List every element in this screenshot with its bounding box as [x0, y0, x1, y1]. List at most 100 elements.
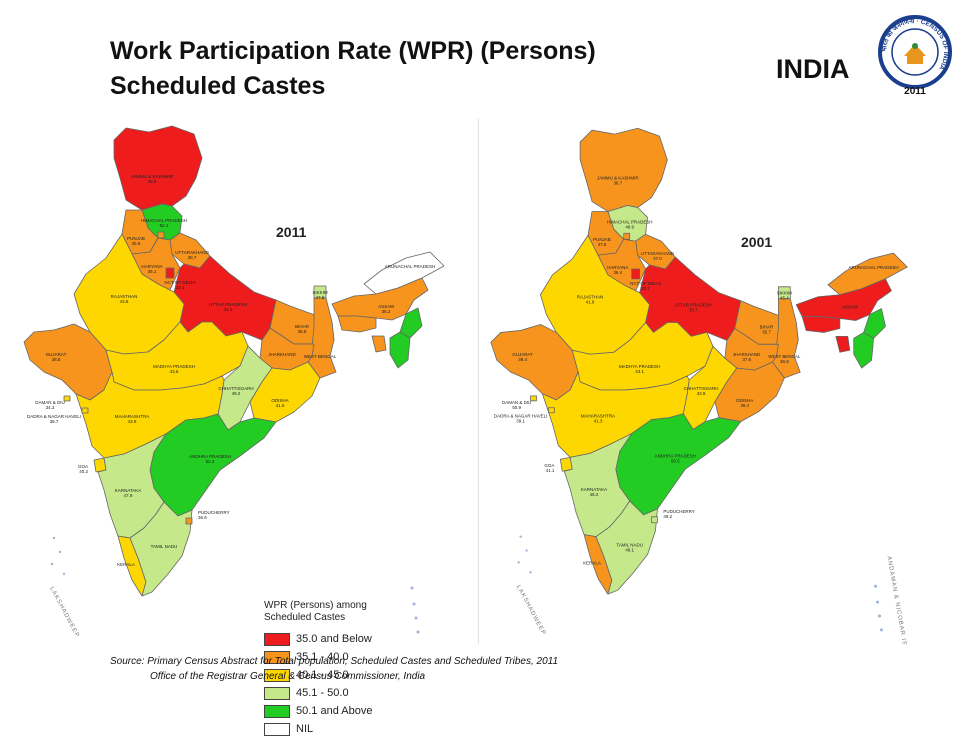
label-ga: GOA 40.2: [78, 464, 89, 474]
state-wb: [307, 297, 337, 379]
label-uk: UTTARAKHAND 37.0: [641, 251, 674, 261]
state-up: [639, 256, 742, 341]
legend-label: 35.1 - 40.0: [296, 651, 349, 663]
state-tr: [835, 335, 851, 353]
sea-label-lakshadweep: LAKSHADWEEP: [48, 586, 80, 639]
state-py: [185, 517, 193, 525]
label-ar: ARUNACHAL PRADESH: [385, 264, 436, 269]
label-ar: ARUNACHAL PRADESH: [849, 265, 899, 270]
state-dd: [63, 395, 71, 402]
state-tr: [371, 335, 387, 353]
legend-label: 40.1 - 45.0: [296, 669, 349, 681]
label-cg: CHHATTISGARH 42.9: [684, 386, 719, 396]
state-mz: [853, 332, 874, 369]
label-up: UTTAR PRADESH 34.4: [209, 302, 247, 312]
census-logo: भारत की जनगणना · CENSUS OF INDIA 2011: [878, 15, 952, 96]
state-labels: JAMMU & KASHMIR 28.6 HIMACHAL PRADESH 52.1…: [27, 174, 435, 567]
state-od: [714, 361, 785, 423]
legend-item: 35.1 - 40.0: [264, 648, 372, 666]
label-gj: GUJARAT 38.8: [46, 352, 67, 362]
label-hr: HARYANA 35.1: [141, 264, 162, 274]
map-2001-svg: JAMMU & KASHMIR 36.7 HIMACHAL PRADESH 48.9…: [490, 127, 912, 644]
state-ml: [337, 315, 377, 333]
legend-swatch: [264, 722, 290, 736]
state-dnh: [81, 407, 89, 414]
label-tn: TAMIL NADU 48.1: [616, 543, 642, 553]
label-mh: MAHARASHTRA 43.9: [115, 414, 150, 424]
label-kl: KERALA: [117, 562, 135, 567]
islands-label-andaman: ANDAMAN & NICOBAR ISLANDS: [885, 556, 911, 644]
andaman-islands: [874, 584, 883, 632]
state-mn: [399, 307, 423, 339]
label-gj: GUJARAT 39.4: [512, 352, 533, 362]
label-wb: WEST BENGAL: [304, 354, 337, 359]
label-hp: HIMACHAL PRADESH 48.9: [607, 219, 653, 229]
state-wb: [772, 298, 801, 379]
label-py: PUDUCHERRY 36.6: [198, 510, 230, 520]
legend-item: 40.1 - 45.0: [264, 666, 372, 684]
lakshadweep-islands: [517, 535, 532, 574]
label-ap: ANDHRA PRADESH 50.5: [655, 453, 696, 463]
title-line-1: Work Participation Rate (WPR) (Persons): [110, 37, 596, 65]
state-up: [173, 255, 277, 341]
state-labels: JAMMU & KASHMIR 36.7 HIMACHAL PRADESH 48.9…: [494, 176, 899, 566]
map-2011: JAMMU & KASHMIR 28.6 HIMACHAL PRADESH 52.1…: [14, 118, 478, 736]
map-year-2001: 2001: [741, 234, 773, 250]
label-ka: KARNATAKA 46.2: [581, 487, 607, 497]
label-cg: CHHATTISGARH 49.2: [218, 386, 253, 396]
label-tn: TAMIL NADU: [151, 544, 178, 549]
label-ga: GOA 41.1: [544, 463, 554, 473]
legend-swatch: [264, 686, 290, 700]
label-sk: SIKKIM 45.4: [777, 291, 792, 301]
label-br: BIHAR 35.7: [760, 324, 774, 334]
label-od: ODISHA 39.3: [736, 398, 753, 408]
legend-swatch: [264, 704, 290, 718]
legend-swatch: [264, 632, 290, 646]
label-jk: JAMMU & KASHMIR 28.6: [131, 174, 174, 184]
source-line-1: Source: Primary Census Abstract for Tota…: [110, 656, 559, 667]
label-rj: RAJASTHAN 43.6: [111, 294, 138, 304]
legend-label: 50.1 and Above: [296, 705, 373, 717]
state-ch: [157, 231, 165, 239]
label-uk: UTTARAKHAND 38.7: [175, 250, 209, 260]
label-mh: MAHARASHTRA 41.3: [581, 414, 615, 424]
label-kl: KERALA: [583, 560, 601, 565]
label-dnh: DADRA & NAGAR HAVELI 39.1: [494, 414, 547, 424]
country-label: INDIA: [776, 54, 850, 84]
label-dnh: DADRA & NAGAR HAVELI 38.7: [27, 414, 81, 424]
label-dl: NCT OF DELHI 33.1: [164, 280, 195, 290]
state-dl: [165, 267, 175, 279]
source-line-2: Office of the Registrar General & Census…: [150, 671, 426, 682]
legend-label: 35.0 and Below: [296, 633, 372, 645]
label-ka: KARNATAKA 47.9: [115, 488, 142, 498]
label-hr: HARYANA 36.4: [607, 265, 628, 275]
page-title: Work Participation Rate (WPR) (Persons) …: [110, 34, 596, 104]
map-year-2011: 2011: [276, 224, 307, 240]
legend-item: NIL: [264, 720, 372, 738]
label-br: BIHAR 36.8: [295, 324, 310, 334]
label-jh: JHARKHAND: [268, 352, 296, 357]
label-wb: WEST BENGAL 36.8: [768, 354, 801, 364]
legend-swatch: [264, 650, 290, 664]
state-py: [651, 516, 658, 524]
state-tn: [129, 501, 193, 597]
legend-label: 45.1 - 50.0: [296, 687, 349, 699]
label-ne: ASSAM 36.2: [378, 304, 394, 314]
state-dl: [631, 268, 640, 280]
state-dd: [530, 395, 537, 402]
label-jh: JHARKHAND 37.6: [733, 352, 760, 362]
source-note: Source: Primary Census Abstract for Tota…: [110, 654, 558, 684]
lakshadweep-islands: [50, 536, 66, 576]
legend-swatch: [264, 668, 290, 682]
label-od: ODISHA 41.6: [271, 398, 288, 408]
label-mp: MADHYA PRADESH 43.6: [153, 364, 195, 374]
state-mz: [389, 331, 411, 369]
state-shapes: [490, 127, 908, 595]
label-rj: RAJASTHAN 41.8: [577, 295, 603, 305]
state-ch: [623, 232, 631, 240]
legend-item: 45.1 - 50.0: [264, 684, 372, 702]
state-ml: [801, 316, 841, 333]
label-dd: DAMAN & DIU 50.9: [502, 400, 531, 410]
legend-label: NIL: [296, 723, 314, 735]
label-pb: PUNJAB 35.8: [127, 236, 145, 246]
